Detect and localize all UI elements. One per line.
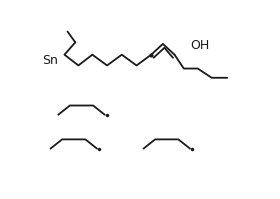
Text: OH: OH — [190, 39, 209, 52]
Text: Sn: Sn — [43, 54, 59, 67]
